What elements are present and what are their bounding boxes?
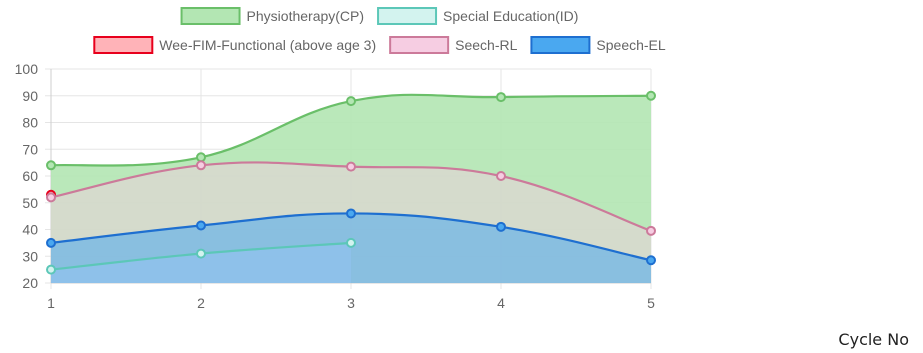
- point-physiotherapy-cp[interactable]: [46, 160, 56, 171]
- point-speech-el[interactable]: [496, 221, 506, 232]
- y-tick-label: 80: [22, 115, 38, 131]
- legend-item-wee-fim-functional-above-age-3[interactable]: Wee-FIM-Functional (above age 3): [93, 36, 376, 54]
- x-tick-label: 4: [497, 295, 505, 311]
- plot-areas: [51, 94, 651, 284]
- point-seech-rl[interactable]: [46, 192, 56, 203]
- point-special-education-id[interactable]: [196, 248, 206, 259]
- plot-points: [46, 90, 656, 275]
- y-tick-label: 90: [22, 88, 38, 104]
- point-special-education-id[interactable]: [346, 237, 356, 248]
- legend-swatch: [180, 7, 241, 25]
- legend-swatch: [389, 36, 450, 54]
- legend-item-special-education-id[interactable]: Special Education(ID): [377, 7, 578, 25]
- y-tick-label: 20: [22, 275, 38, 291]
- point-physiotherapy-cp[interactable]: [646, 90, 656, 101]
- x-axis-title: Cycle No: [838, 330, 909, 349]
- point-seech-rl[interactable]: [196, 160, 206, 171]
- legend-item-seech-rl[interactable]: Seech-RL: [389, 36, 518, 54]
- point-speech-el[interactable]: [346, 208, 356, 219]
- legend-label: Wee-FIM-Functional (above age 3): [159, 37, 376, 53]
- point-special-education-id[interactable]: [46, 264, 56, 275]
- legend-label: Physiotherapy(CP): [247, 8, 365, 24]
- legend-swatch: [377, 7, 438, 25]
- point-speech-el[interactable]: [646, 255, 656, 266]
- legend-label: Seech-RL: [455, 37, 517, 53]
- y-tick-label: 30: [22, 248, 38, 264]
- legend-label: Special Education(ID): [443, 8, 578, 24]
- point-seech-rl[interactable]: [646, 225, 656, 236]
- legend-swatch: [530, 36, 591, 54]
- x-tick-label: 5: [647, 295, 655, 311]
- y-tick-label: 40: [22, 222, 38, 238]
- legend-label: Speech-EL: [596, 37, 665, 53]
- x-tick-label: 2: [197, 295, 205, 311]
- y-axis: 100 90 80 70 60 50 40 30 20: [15, 61, 39, 291]
- point-seech-rl[interactable]: [346, 161, 356, 172]
- y-tick-label: 70: [22, 141, 38, 157]
- point-physiotherapy-cp[interactable]: [346, 96, 356, 107]
- y-tick-label: 60: [22, 168, 38, 184]
- y-tick-label: 50: [22, 195, 38, 211]
- point-seech-rl[interactable]: [496, 171, 506, 181]
- x-axis: 1 2 3 4 5: [47, 295, 655, 311]
- x-tick-label: 1: [47, 295, 55, 311]
- point-speech-el[interactable]: [46, 237, 56, 248]
- legend-item-physiotherapy-cp[interactable]: Physiotherapy(CP): [180, 7, 365, 25]
- point-physiotherapy-cp[interactable]: [196, 152, 206, 163]
- x-tick-label: 3: [347, 295, 355, 311]
- legend-item-speech-el[interactable]: Speech-EL: [530, 36, 666, 54]
- legend: Physiotherapy(CP) Special Education(ID) We…: [93, 7, 666, 54]
- point-physiotherapy-cp[interactable]: [496, 92, 506, 103]
- point-speech-el[interactable]: [196, 220, 206, 231]
- y-tick-label: 100: [15, 61, 39, 77]
- legend-swatch: [93, 36, 154, 54]
